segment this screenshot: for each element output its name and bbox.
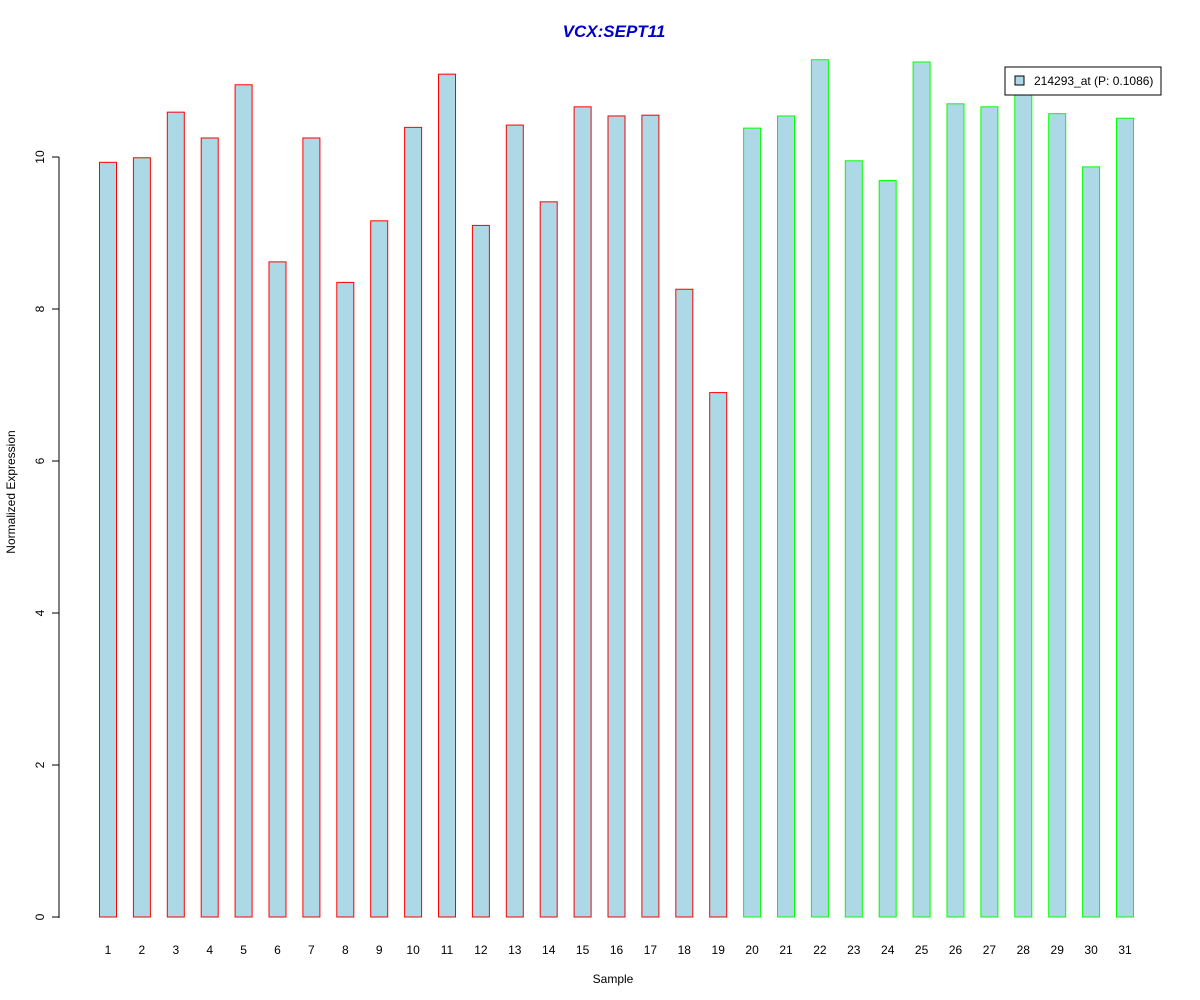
x-tick-label: 17 bbox=[644, 943, 658, 957]
legend: 214293_at (P: 0.1086) bbox=[1004, 66, 1162, 96]
bar-sample-31 bbox=[1116, 117, 1134, 918]
legend-label: 214293_at (P: 0.1086) bbox=[1034, 74, 1153, 88]
x-tick-label: 19 bbox=[712, 943, 726, 957]
bar-sample-29 bbox=[1048, 113, 1067, 918]
bar-sample-24 bbox=[878, 180, 897, 918]
bar-sample-19 bbox=[709, 392, 728, 918]
bar-sample-28 bbox=[1014, 92, 1033, 918]
bar-sample-16 bbox=[607, 115, 626, 918]
x-tick-label: 29 bbox=[1051, 943, 1065, 957]
y-axis: 0 2 4 6 8 10 bbox=[33, 150, 60, 920]
bar-sample-25 bbox=[912, 61, 931, 918]
x-tick-label: 21 bbox=[779, 943, 793, 957]
x-tick-label: 4 bbox=[206, 943, 213, 957]
x-tick-label: 18 bbox=[678, 943, 692, 957]
x-tick-labels: 1 2 3 4 5 6 7 8 9 10 11 12 13 14 15 16 17 18 19 20 21 22 23 24 2… bbox=[105, 943, 1132, 957]
x-tick-label: 20 bbox=[745, 943, 759, 957]
y-tick-label: 6 bbox=[33, 457, 47, 464]
bar-sample-3 bbox=[166, 111, 185, 918]
bar-sample-10 bbox=[404, 126, 423, 918]
bars-group bbox=[99, 59, 1134, 918]
x-tick-label: 9 bbox=[376, 943, 383, 957]
x-tick-label: 23 bbox=[847, 943, 861, 957]
bar-sample-27 bbox=[980, 106, 999, 918]
x-tick-label: 10 bbox=[406, 943, 420, 957]
x-tick-label: 7 bbox=[308, 943, 315, 957]
x-axis-title: Sample bbox=[593, 972, 634, 986]
x-tick-label: 26 bbox=[949, 943, 963, 957]
x-tick-label: 5 bbox=[240, 943, 247, 957]
x-tick-label: 13 bbox=[508, 943, 522, 957]
bar-sample-11 bbox=[438, 73, 456, 918]
bar-sample-26 bbox=[946, 103, 965, 918]
bar-sample-6 bbox=[268, 261, 287, 918]
bar-sample-13 bbox=[505, 124, 524, 918]
x-tick-label: 12 bbox=[474, 943, 488, 957]
x-tick-label: 31 bbox=[1118, 943, 1132, 957]
x-tick-label: 24 bbox=[881, 943, 895, 957]
y-tick-label: 10 bbox=[33, 150, 47, 164]
bar-sample-1 bbox=[99, 161, 117, 918]
bar-sample-18 bbox=[675, 288, 694, 918]
x-tick-label: 15 bbox=[576, 943, 590, 957]
bar-sample-21 bbox=[777, 115, 795, 918]
x-tick-label: 1 bbox=[105, 943, 112, 957]
legend-box bbox=[1004, 66, 1162, 96]
y-tick-label: 0 bbox=[33, 913, 47, 920]
bar-sample-30 bbox=[1082, 166, 1101, 918]
bar-sample-9 bbox=[370, 220, 389, 918]
x-tick-label: 16 bbox=[610, 943, 624, 957]
legend-swatch bbox=[1014, 75, 1025, 86]
x-tick-label: 14 bbox=[542, 943, 556, 957]
bar-sample-23 bbox=[844, 160, 863, 918]
bar-sample-20 bbox=[743, 127, 762, 918]
bar-sample-14 bbox=[539, 201, 558, 918]
bar-sample-17 bbox=[641, 114, 660, 918]
x-tick-label: 25 bbox=[915, 943, 929, 957]
bar-sample-2 bbox=[132, 157, 151, 918]
y-axis-title: Normalized Expression bbox=[4, 430, 18, 553]
bar-sample-12 bbox=[471, 224, 490, 918]
bar-sample-4 bbox=[200, 137, 219, 918]
chart-title: VCX:SEPT11 bbox=[563, 22, 666, 41]
x-tick-label: 28 bbox=[1017, 943, 1031, 957]
x-tick-label: 8 bbox=[342, 943, 349, 957]
x-tick-label: 22 bbox=[813, 943, 827, 957]
x-tick-label: 3 bbox=[172, 943, 179, 957]
x-tick-label: 30 bbox=[1084, 943, 1098, 957]
x-tick-label: 2 bbox=[139, 943, 146, 957]
x-tick-label: 27 bbox=[983, 943, 997, 957]
bar-sample-7 bbox=[302, 137, 321, 918]
x-tick-label: 11 bbox=[441, 943, 454, 957]
bar-sample-22 bbox=[810, 59, 829, 918]
bar-sample-8 bbox=[336, 281, 355, 918]
x-tick-label: 6 bbox=[274, 943, 281, 957]
y-tick-label: 8 bbox=[33, 305, 47, 312]
y-tick-label: 4 bbox=[33, 609, 47, 616]
y-tick-label: 2 bbox=[33, 761, 47, 768]
bar-sample-15 bbox=[573, 106, 592, 918]
bar-sample-5 bbox=[234, 84, 253, 918]
